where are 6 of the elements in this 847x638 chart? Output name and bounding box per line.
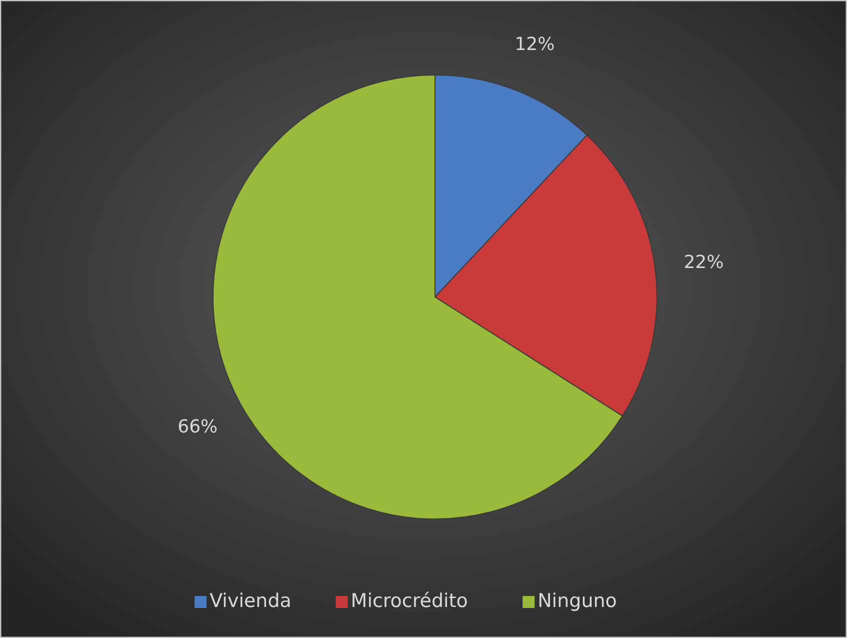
legend-label: Vivienda — [210, 590, 292, 612]
legend-label: Microcrédito — [350, 590, 468, 612]
data-label: 12% — [514, 34, 555, 56]
data-label: 22% — [684, 252, 724, 273]
slice-label: Ninguno — [538, 590, 617, 612]
data-label: 66% — [178, 416, 218, 438]
